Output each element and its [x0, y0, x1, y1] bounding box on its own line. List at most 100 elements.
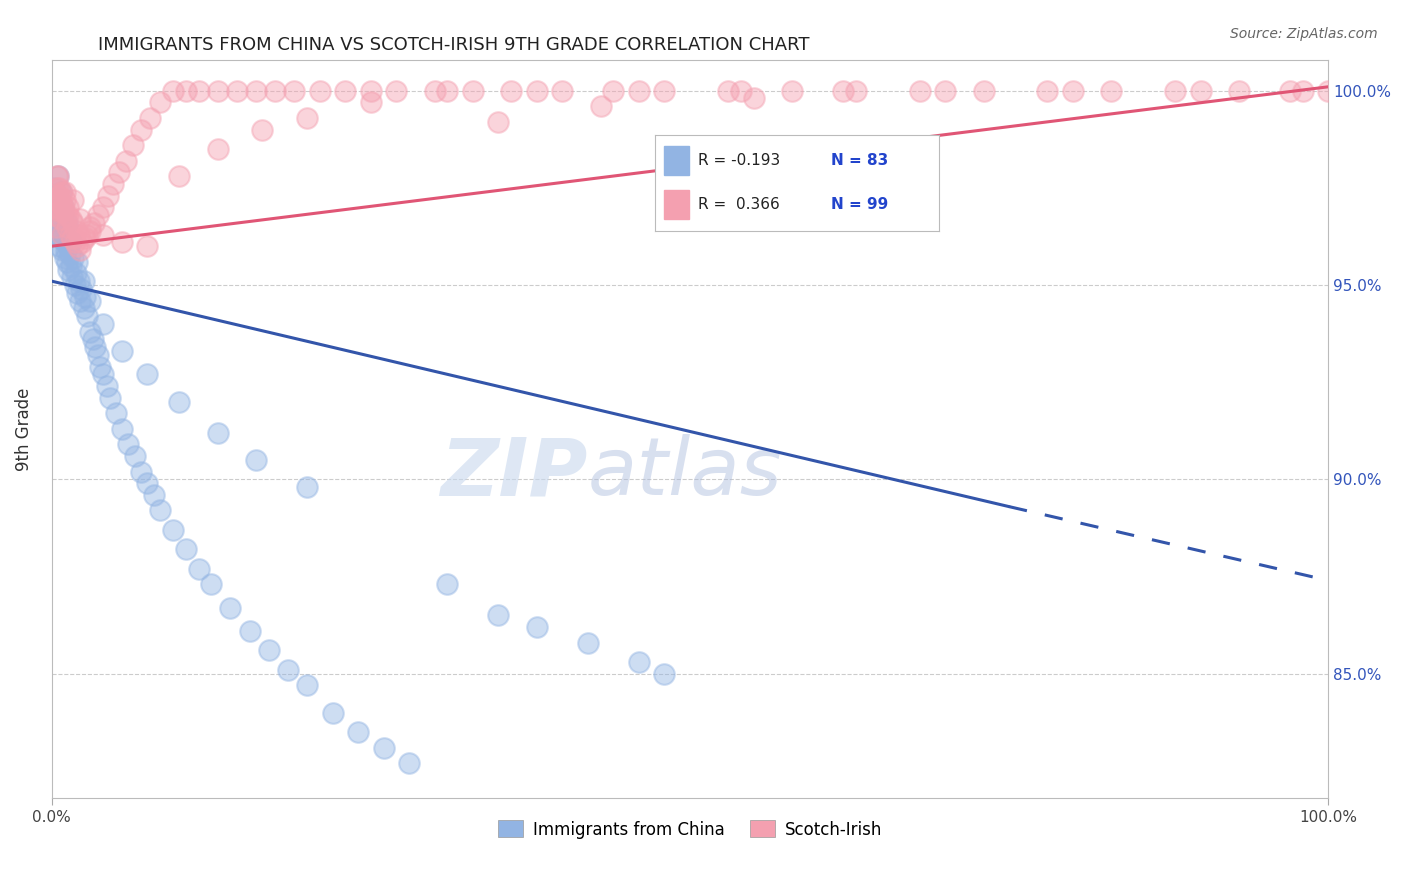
- Y-axis label: 9th Grade: 9th Grade: [15, 387, 32, 471]
- Point: [48, 224, 70, 238]
- Point: [385, 84, 408, 98]
- Point: [136, 368, 159, 382]
- Point: [1317, 84, 1340, 98]
- Point: [60, 231, 83, 245]
- Point: [73, 274, 96, 288]
- Point: [53, 185, 76, 199]
- Point: [360, 95, 382, 110]
- Point: [295, 678, 318, 692]
- Point: [111, 235, 134, 250]
- Point: [46, 227, 69, 242]
- Point: [51, 185, 73, 199]
- Point: [46, 169, 69, 184]
- Point: [72, 235, 94, 250]
- Point: [207, 142, 229, 156]
- Point: [73, 290, 96, 304]
- Point: [832, 84, 855, 98]
- Point: [48, 188, 70, 202]
- Point: [398, 756, 420, 771]
- Point: [162, 84, 184, 98]
- Point: [79, 325, 101, 339]
- Point: [46, 188, 69, 202]
- Point: [53, 251, 76, 265]
- Text: Source: ZipAtlas.com: Source: ZipAtlas.com: [1230, 27, 1378, 41]
- Point: [488, 608, 510, 623]
- Point: [174, 542, 197, 557]
- Point: [56, 219, 79, 234]
- Point: [51, 243, 73, 257]
- Point: [76, 227, 98, 242]
- Point: [53, 235, 76, 250]
- Point: [83, 216, 105, 230]
- Point: [96, 379, 118, 393]
- Point: [58, 208, 80, 222]
- Point: [56, 216, 79, 230]
- Point: [52, 200, 75, 214]
- Point: [46, 169, 69, 184]
- Point: [488, 115, 510, 129]
- FancyBboxPatch shape: [664, 146, 689, 175]
- Point: [51, 204, 73, 219]
- Point: [576, 635, 599, 649]
- Point: [1164, 84, 1187, 98]
- Point: [1189, 84, 1212, 98]
- Point: [845, 84, 868, 98]
- Point: [1291, 84, 1313, 98]
- Point: [149, 503, 172, 517]
- Point: [79, 224, 101, 238]
- Point: [49, 211, 72, 226]
- Text: ZIP: ZIP: [440, 434, 588, 512]
- Point: [322, 706, 344, 720]
- Point: [101, 177, 124, 191]
- Point: [46, 211, 69, 226]
- Point: [48, 204, 70, 219]
- Point: [91, 200, 114, 214]
- Point: [73, 231, 96, 245]
- Point: [48, 239, 70, 253]
- Point: [169, 394, 191, 409]
- Point: [551, 84, 574, 98]
- Point: [1099, 84, 1122, 98]
- Point: [69, 243, 91, 257]
- Point: [149, 95, 172, 110]
- Point: [136, 239, 159, 253]
- Point: [114, 153, 136, 168]
- Point: [45, 200, 67, 214]
- Point: [129, 465, 152, 479]
- Point: [335, 84, 357, 98]
- Point: [239, 624, 262, 638]
- Point: [100, 391, 122, 405]
- Point: [742, 91, 765, 105]
- Point: [55, 208, 77, 222]
- Point: [111, 344, 134, 359]
- Point: [44, 181, 66, 195]
- Point: [1278, 84, 1301, 98]
- Point: [91, 368, 114, 382]
- Point: [63, 278, 86, 293]
- Point: [65, 266, 87, 280]
- Point: [122, 138, 145, 153]
- Point: [58, 262, 80, 277]
- Point: [373, 740, 395, 755]
- Text: IMMIGRANTS FROM CHINA VS SCOTCH-IRISH 9TH GRADE CORRELATION CHART: IMMIGRANTS FROM CHINA VS SCOTCH-IRISH 9T…: [98, 36, 810, 54]
- Point: [264, 84, 287, 98]
- Point: [169, 169, 191, 184]
- Point: [589, 99, 612, 113]
- Point: [117, 437, 139, 451]
- Point: [908, 84, 931, 98]
- Point: [207, 84, 229, 98]
- Point: [142, 488, 165, 502]
- Point: [59, 211, 82, 226]
- Point: [70, 282, 93, 296]
- Point: [207, 425, 229, 440]
- Point: [45, 219, 67, 234]
- Point: [52, 208, 75, 222]
- Point: [91, 317, 114, 331]
- Point: [76, 309, 98, 323]
- Point: [245, 84, 267, 98]
- Point: [257, 643, 280, 657]
- Point: [51, 227, 73, 242]
- Point: [219, 600, 242, 615]
- Point: [436, 577, 458, 591]
- Point: [139, 111, 162, 125]
